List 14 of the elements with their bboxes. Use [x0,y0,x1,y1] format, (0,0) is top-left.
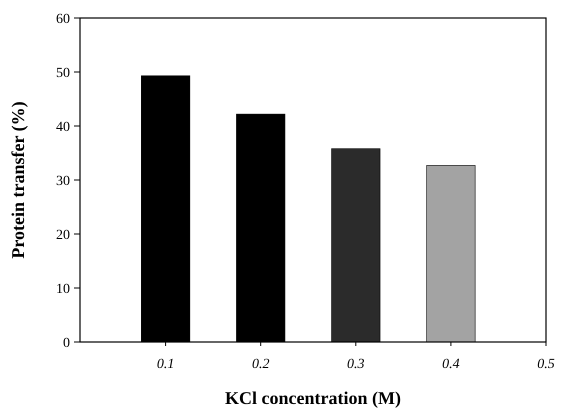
x-tick-label: 0.4 [442,357,460,372]
y-axis-title: Protein transfer (%) [8,101,28,259]
x-tick-label: 0.5 [537,357,555,372]
x-axis-title: KCl concentration (M) [225,388,401,408]
y-tick-label: 10 [56,282,70,297]
y-tick-label: 50 [56,66,70,81]
x-tick-label: 0.2 [252,357,270,372]
y-tick-label: 30 [56,174,70,189]
x-tick-label: 0.1 [156,357,174,372]
x-tick-label: 0.3 [347,357,365,372]
y-tick-label: 20 [56,228,70,243]
y-tick-label: 60 [56,12,70,27]
y-tick-label: 40 [56,120,70,135]
y-tick-label: 0 [63,336,70,351]
